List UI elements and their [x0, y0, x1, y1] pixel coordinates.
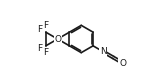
- Text: O: O: [54, 34, 61, 44]
- Text: F: F: [37, 25, 42, 34]
- Text: F: F: [44, 21, 49, 30]
- Text: F: F: [37, 44, 42, 53]
- Text: N: N: [100, 47, 106, 56]
- Text: F: F: [44, 48, 49, 57]
- Text: O: O: [54, 34, 61, 44]
- Text: O: O: [120, 59, 127, 68]
